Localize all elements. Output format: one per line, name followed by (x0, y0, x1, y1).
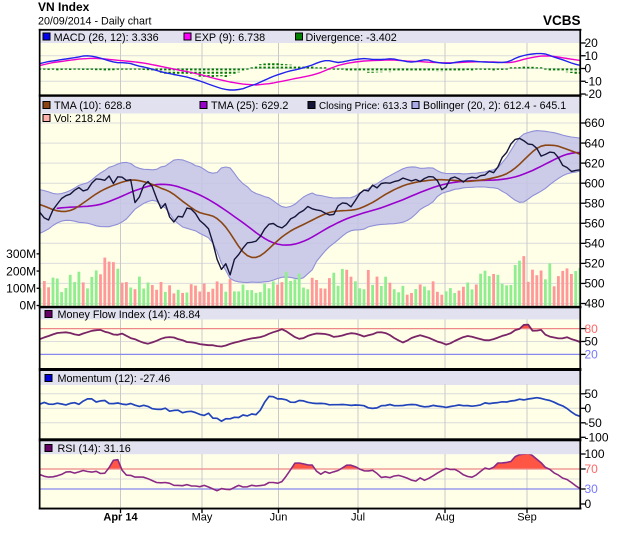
svg-text:70: 70 (585, 462, 599, 476)
svg-text:VN Index: VN Index (38, 0, 90, 14)
svg-text:0: 0 (585, 497, 592, 511)
svg-text:VCBS: VCBS (543, 13, 581, 28)
svg-text:50: 50 (585, 335, 599, 349)
svg-text:500: 500 (585, 277, 605, 291)
svg-text:0: 0 (585, 402, 592, 416)
svg-text:20: 20 (585, 348, 599, 362)
svg-text:Momentum (12): -27.46: Momentum (12): -27.46 (58, 373, 171, 385)
svg-text:Vol: 218.2M: Vol: 218.2M (54, 113, 111, 125)
svg-text:-20: -20 (585, 87, 603, 101)
svg-text:600: 600 (585, 176, 605, 190)
svg-text:TMA (25): 629.2: TMA (25): 629.2 (211, 100, 288, 112)
svg-text:Jun: Jun (270, 512, 288, 524)
svg-text:Money Flow Index (14): 48.84: Money Flow Index (14): 48.84 (58, 309, 201, 321)
svg-text:-50: -50 (585, 416, 603, 430)
svg-text:0M: 0M (20, 299, 37, 313)
svg-text:580: 580 (585, 196, 605, 210)
svg-text:620: 620 (585, 156, 605, 170)
svg-text:EXP (9): 6.738: EXP (9): 6.738 (195, 32, 266, 44)
svg-text:660: 660 (585, 116, 605, 130)
svg-text:Jul: Jul (351, 512, 365, 524)
svg-text:MACD (26, 12): 3.336: MACD (26, 12): 3.336 (54, 32, 159, 44)
svg-text:100M: 100M (6, 282, 36, 296)
svg-text:Bollinger (20, 2): 612.4 - 645: Bollinger (20, 2): 612.4 - 645.1 (423, 100, 566, 112)
svg-text:480: 480 (585, 297, 605, 311)
svg-text:May: May (192, 512, 213, 524)
svg-text:50: 50 (585, 387, 599, 401)
svg-text:TMA (10): 628.8: TMA (10): 628.8 (54, 100, 131, 112)
svg-text:200M: 200M (6, 264, 36, 278)
svg-text:300M: 300M (6, 247, 36, 261)
svg-text:0: 0 (585, 62, 592, 76)
svg-text:20: 20 (585, 36, 599, 50)
svg-text:540: 540 (585, 237, 605, 251)
svg-text:Aug: Aug (435, 512, 455, 524)
svg-text:Apr 14: Apr 14 (103, 512, 138, 524)
svg-text:640: 640 (585, 136, 605, 150)
svg-text:80: 80 (585, 322, 599, 336)
svg-text:520: 520 (585, 257, 605, 271)
svg-text:10: 10 (585, 49, 599, 63)
svg-text:Closing Price: 613.3: Closing Price: 613.3 (319, 101, 408, 112)
svg-text:-10: -10 (585, 75, 603, 89)
svg-text:Divergence: -3.402: Divergence: -3.402 (306, 32, 397, 44)
svg-text:-100: -100 (585, 431, 609, 445)
svg-text:560: 560 (585, 217, 605, 231)
svg-text:30: 30 (585, 482, 599, 496)
svg-text:20/09/2014 - Daily chart: 20/09/2014 - Daily chart (38, 16, 152, 28)
svg-text:100: 100 (585, 447, 605, 461)
svg-text:Sep: Sep (517, 512, 537, 524)
svg-text:RSI (14): 31.16: RSI (14): 31.16 (58, 443, 131, 455)
